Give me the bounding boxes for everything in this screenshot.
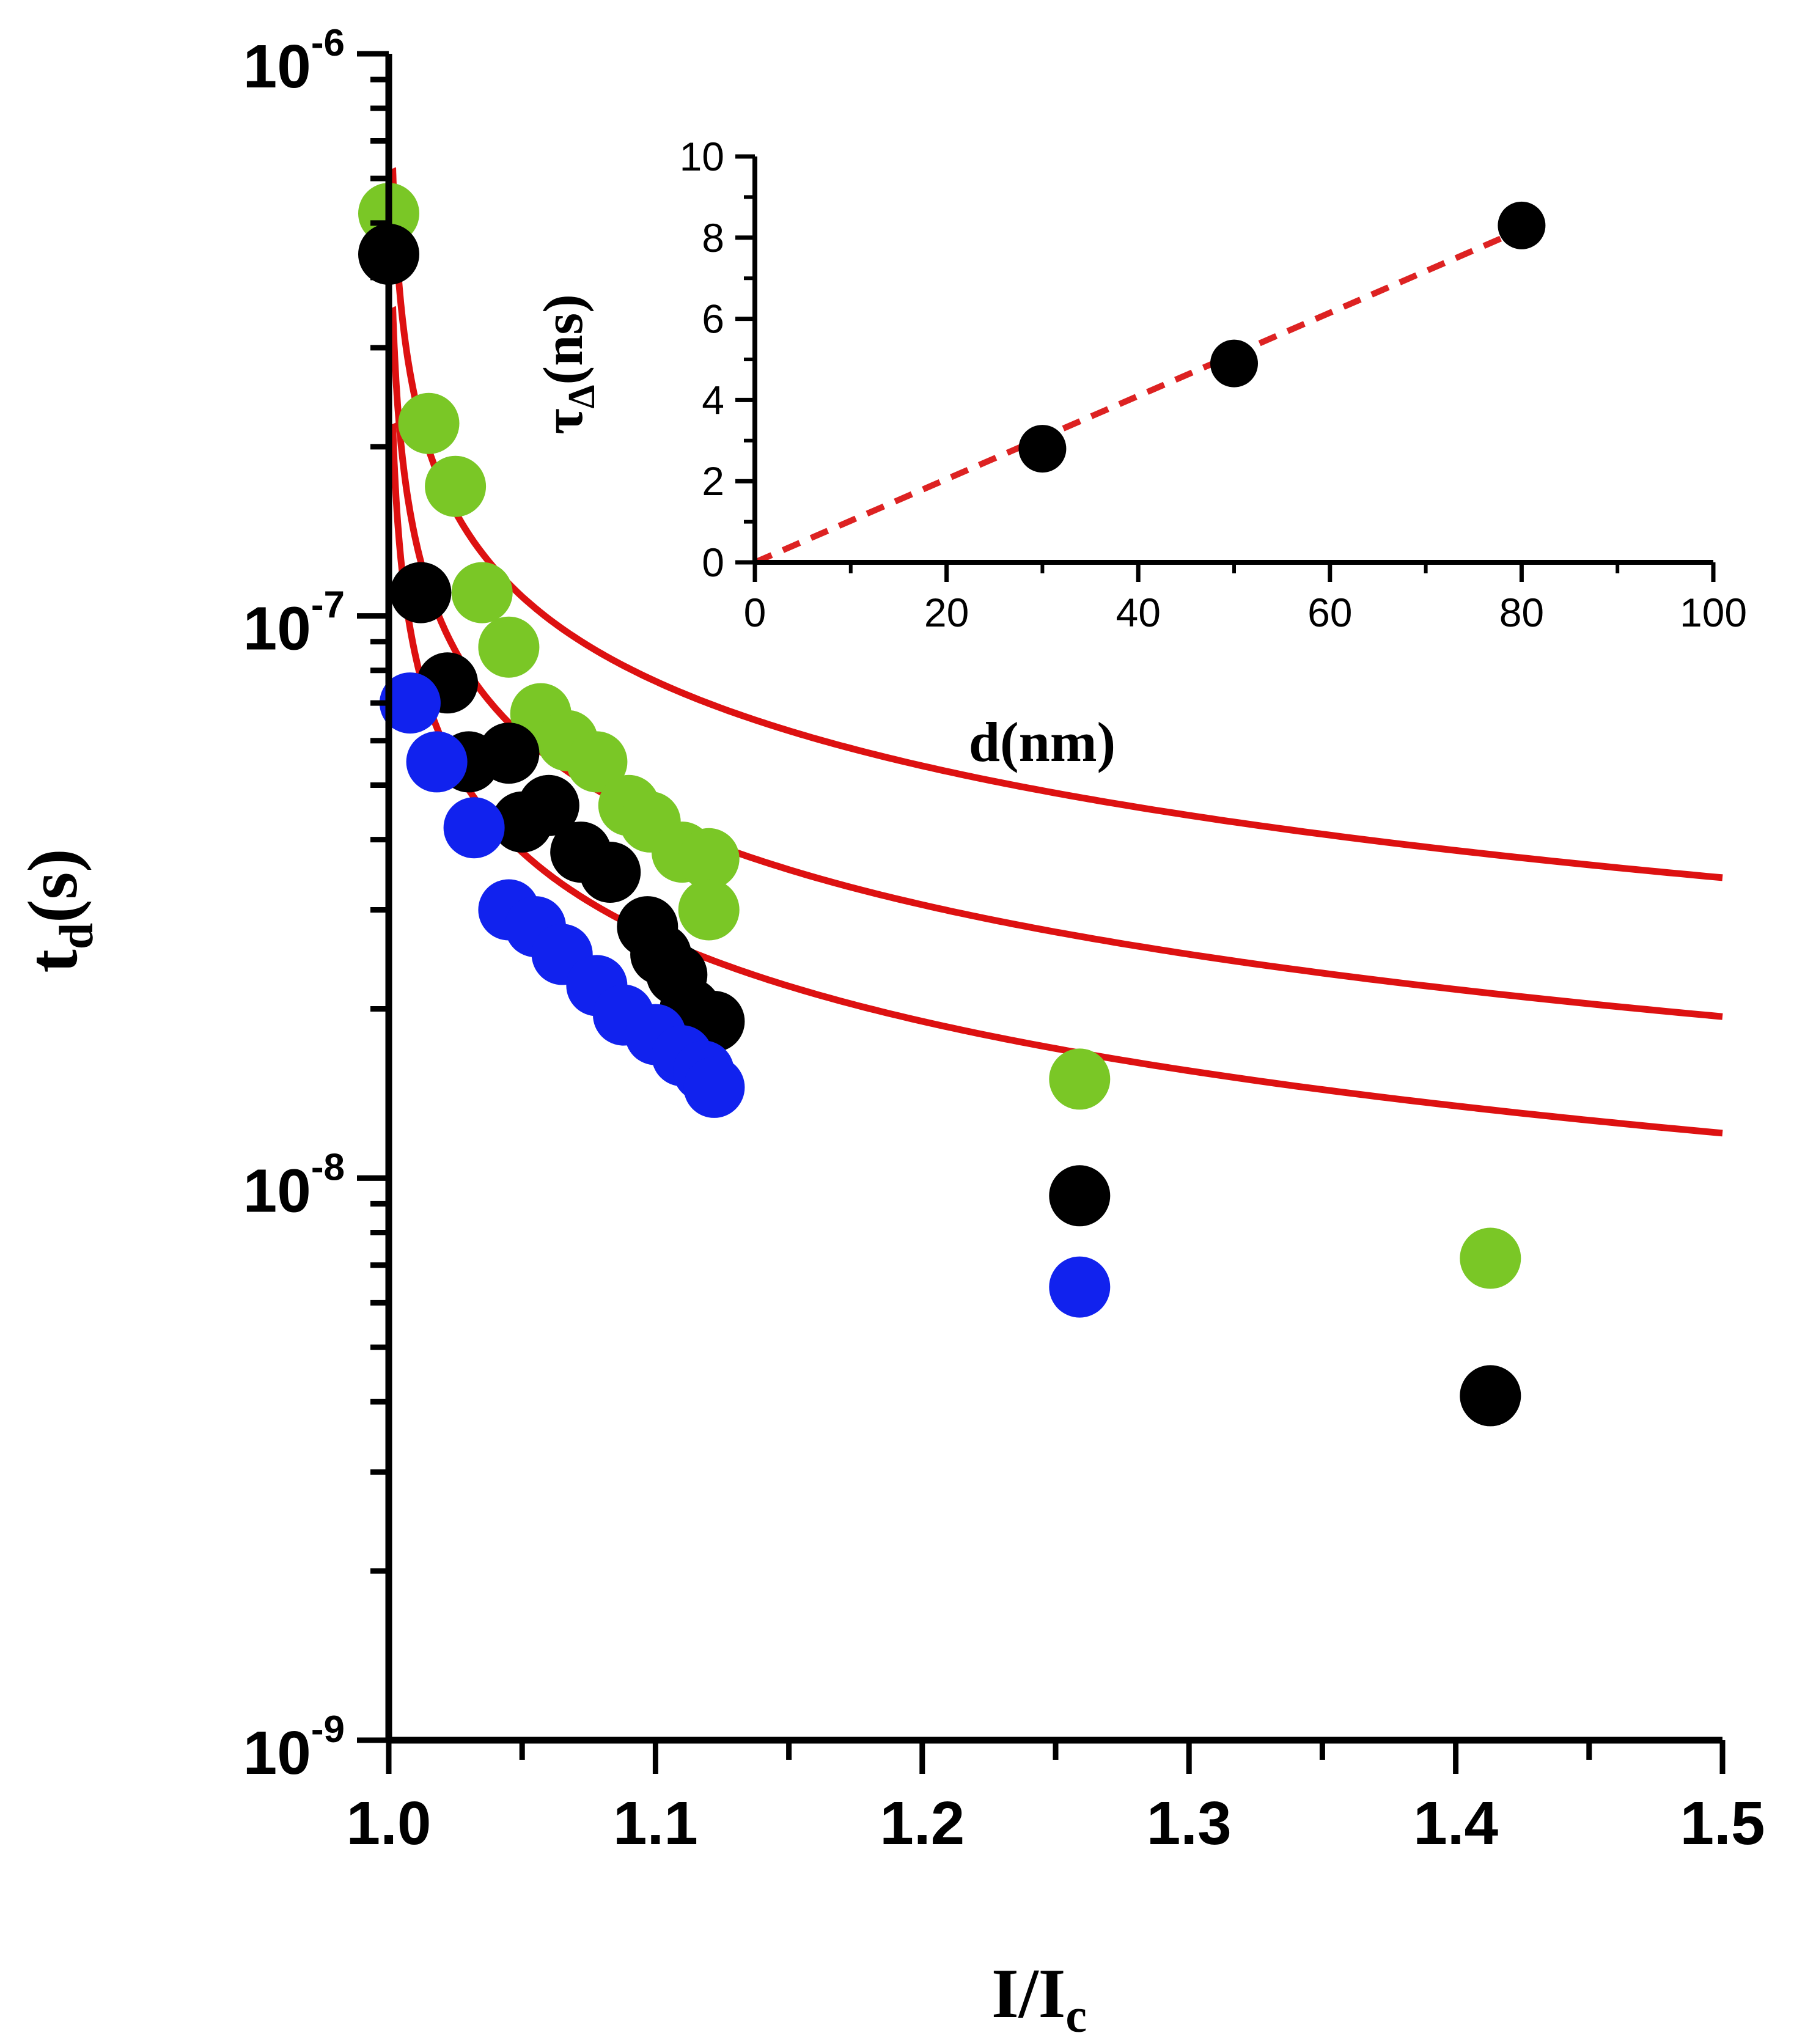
- inset-y-tick-label: 2: [702, 458, 724, 504]
- main-data-points: [358, 183, 1521, 1427]
- point-black: [1049, 1165, 1111, 1227]
- y-tick-exponent: -9: [311, 1708, 345, 1751]
- y-tick-label: 10-9: [243, 1708, 345, 1787]
- y-tick-exponent: -6: [311, 22, 345, 64]
- x-tick-label: 1.0: [346, 1789, 431, 1858]
- inset-fit-line: [754, 226, 1523, 565]
- inset-y-tick-label: 8: [702, 215, 724, 260]
- inset-point: [1018, 425, 1067, 473]
- y-tick-label: 10-6: [243, 22, 345, 101]
- x-tick-label: 1.3: [1147, 1789, 1232, 1858]
- x-axis-title: I/Ic: [991, 1955, 1087, 2042]
- inset-x-tick-label: 60: [1307, 590, 1352, 635]
- point-blue: [683, 1056, 745, 1118]
- main-plot: 1.0 1.1 1.2 1.3 1.4 1.510-910-810-710-6 I/Ic …: [14, 22, 1765, 2042]
- point-blue: [406, 731, 468, 793]
- point-blue: [379, 672, 441, 734]
- inset-tick-labels: 0 20 40 60 80 100 0 2 4 6 8 10: [680, 134, 1747, 635]
- point-blue: [443, 797, 505, 859]
- inset-y-tick-label: 0: [702, 540, 724, 585]
- inset-x-axis-title: d(nm): [969, 711, 1116, 773]
- point-green: [1460, 1227, 1521, 1289]
- y-tick-base: 10: [243, 595, 311, 663]
- y-axis-title: td(s): [14, 848, 103, 972]
- point-green: [425, 455, 487, 517]
- main-axes: [357, 51, 1726, 1774]
- point-green: [478, 616, 540, 678]
- main-tick-labels: 1.0 1.1 1.2 1.3 1.4 1.510-910-810-710-6: [243, 22, 1765, 1858]
- point-black: [518, 774, 579, 836]
- point-black: [390, 562, 452, 623]
- x-tick-label: 1.5: [1680, 1789, 1765, 1858]
- inset-point: [1498, 201, 1546, 249]
- inset-point: [1210, 339, 1258, 388]
- point-green: [1049, 1048, 1111, 1110]
- point-green: [398, 392, 460, 454]
- x-tick-label: 1.1: [613, 1789, 698, 1858]
- point-black: [579, 842, 641, 903]
- y-tick-exponent: -7: [311, 584, 345, 627]
- fit-green: [389, 165, 1723, 881]
- inset-x-tick-label: 20: [924, 590, 969, 635]
- inset-axes: [735, 154, 1716, 582]
- x-tick-label: 1.2: [880, 1789, 965, 1858]
- point-green: [566, 731, 628, 793]
- y-tick-base: 10: [243, 1156, 311, 1225]
- point-green: [451, 562, 513, 623]
- point-black: [1460, 1365, 1521, 1427]
- inset-x-tick-label: 80: [1499, 590, 1544, 635]
- inset-y-tick-label: 10: [680, 134, 724, 179]
- y-tick-exponent: -8: [311, 1146, 345, 1188]
- x-tick-label: 1.4: [1413, 1789, 1498, 1858]
- y-tick-base: 10: [243, 32, 311, 101]
- y-tick-label: 10-7: [243, 584, 345, 663]
- point-green: [678, 828, 740, 889]
- inset-y-tick-label: 6: [702, 296, 724, 342]
- inset-plot: 0 20 40 60 80 100 0 2 4 6 8 10 d(nm) τΔ(ns): [532, 134, 1747, 773]
- y-tick-base: 10: [243, 1719, 311, 1787]
- inset-y-tick-label: 4: [702, 377, 724, 422]
- point-black: [478, 722, 540, 784]
- inset-data-points: [1018, 201, 1546, 473]
- inset-y-axis-title: τΔ(ns): [532, 294, 603, 435]
- inset-x-tick-label: 100: [1680, 590, 1747, 635]
- point-green: [678, 879, 740, 941]
- linear-fit: [754, 226, 1523, 565]
- y-tick-label: 10-8: [243, 1146, 345, 1225]
- inset-x-tick-label: 40: [1116, 590, 1160, 635]
- point-blue: [1049, 1256, 1111, 1318]
- inset-x-tick-label: 0: [744, 590, 766, 635]
